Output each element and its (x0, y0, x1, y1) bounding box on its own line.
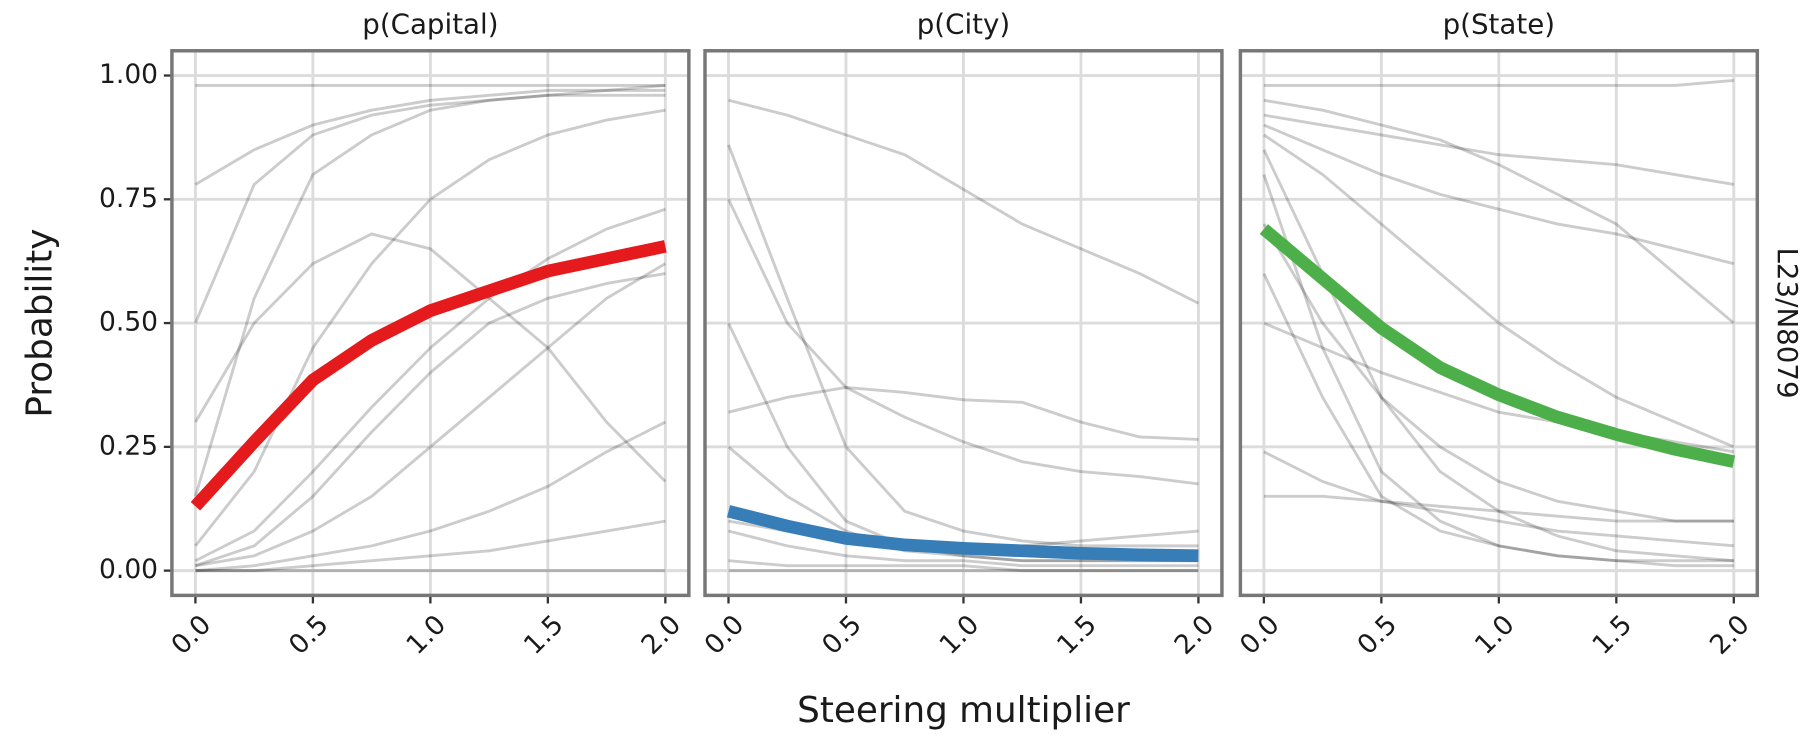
instance-line (727, 144, 1199, 548)
y-tick-label: 1.00 (99, 59, 158, 90)
mean-line (190, 240, 667, 511)
instance-line (194, 272, 666, 568)
y-tick-label: 0.75 (99, 183, 158, 214)
instance-line (1262, 223, 1734, 523)
instance-line (194, 232, 667, 483)
x-tick-label: 1.5 (1051, 609, 1103, 661)
instance-line (728, 98, 1200, 305)
instance-line (728, 385, 1199, 441)
instance-line (727, 198, 1199, 486)
mean-line (1259, 224, 1736, 468)
y-tick-label: 0.50 (99, 307, 158, 338)
y-tick-label: 0.00 (99, 554, 158, 585)
instance-line (1263, 98, 1735, 325)
instance-line (195, 262, 667, 568)
x-tick-label: 1.5 (1586, 609, 1638, 661)
x-tick-label: 0.5 (1351, 609, 1403, 661)
x-tick-label: 1.0 (400, 609, 452, 661)
x-tick-label: 0.0 (699, 609, 751, 661)
x-tick-label: 2.0 (635, 609, 687, 661)
instance-line (194, 93, 666, 324)
x-tick-label: 0.0 (1234, 609, 1286, 661)
facet-title: p(State) (1443, 7, 1555, 40)
x-tick-label: 0.5 (283, 609, 335, 661)
instance-line (1263, 494, 1734, 523)
x-tick-label: 1.0 (934, 609, 986, 661)
instance-line (1262, 174, 1734, 568)
instance-line (727, 322, 1199, 563)
x-axis-label: Steering multiplier (797, 690, 1130, 731)
x-tick-label: 1.5 (518, 609, 570, 661)
panel-border (1238, 49, 1760, 598)
panel-border (703, 49, 1224, 598)
mean-line (726, 505, 1199, 563)
instance-line (194, 83, 666, 186)
instance-line (728, 559, 1199, 573)
instance-line (195, 420, 667, 573)
instance-line (1263, 123, 1735, 266)
instance-line (728, 529, 1199, 568)
y-axis-label: Probability (20, 229, 61, 418)
instance-line (1263, 79, 1734, 87)
instance-line (1263, 450, 1734, 548)
panel-border (170, 49, 691, 598)
instance-line (1262, 149, 1734, 563)
instance-line (1263, 113, 1735, 186)
facet-title: p(City) (917, 7, 1010, 40)
row-label: L23/N8079 (1771, 247, 1800, 398)
instance-line (194, 88, 666, 497)
x-tick-label: 0.0 (165, 609, 217, 661)
instance-line (727, 445, 1199, 563)
instance-line (194, 207, 666, 563)
x-tick-label: 2.0 (1704, 609, 1756, 661)
instance-line (1263, 133, 1735, 449)
y-tick-label: 0.25 (99, 430, 158, 461)
instance-line (195, 519, 666, 573)
x-tick-label: 2.0 (1168, 609, 1220, 661)
instance-line (1262, 272, 1734, 563)
x-tick-label: 1.0 (1469, 609, 1521, 661)
x-tick-label: 0.5 (816, 609, 868, 661)
facet-title: p(Capital) (362, 7, 498, 40)
